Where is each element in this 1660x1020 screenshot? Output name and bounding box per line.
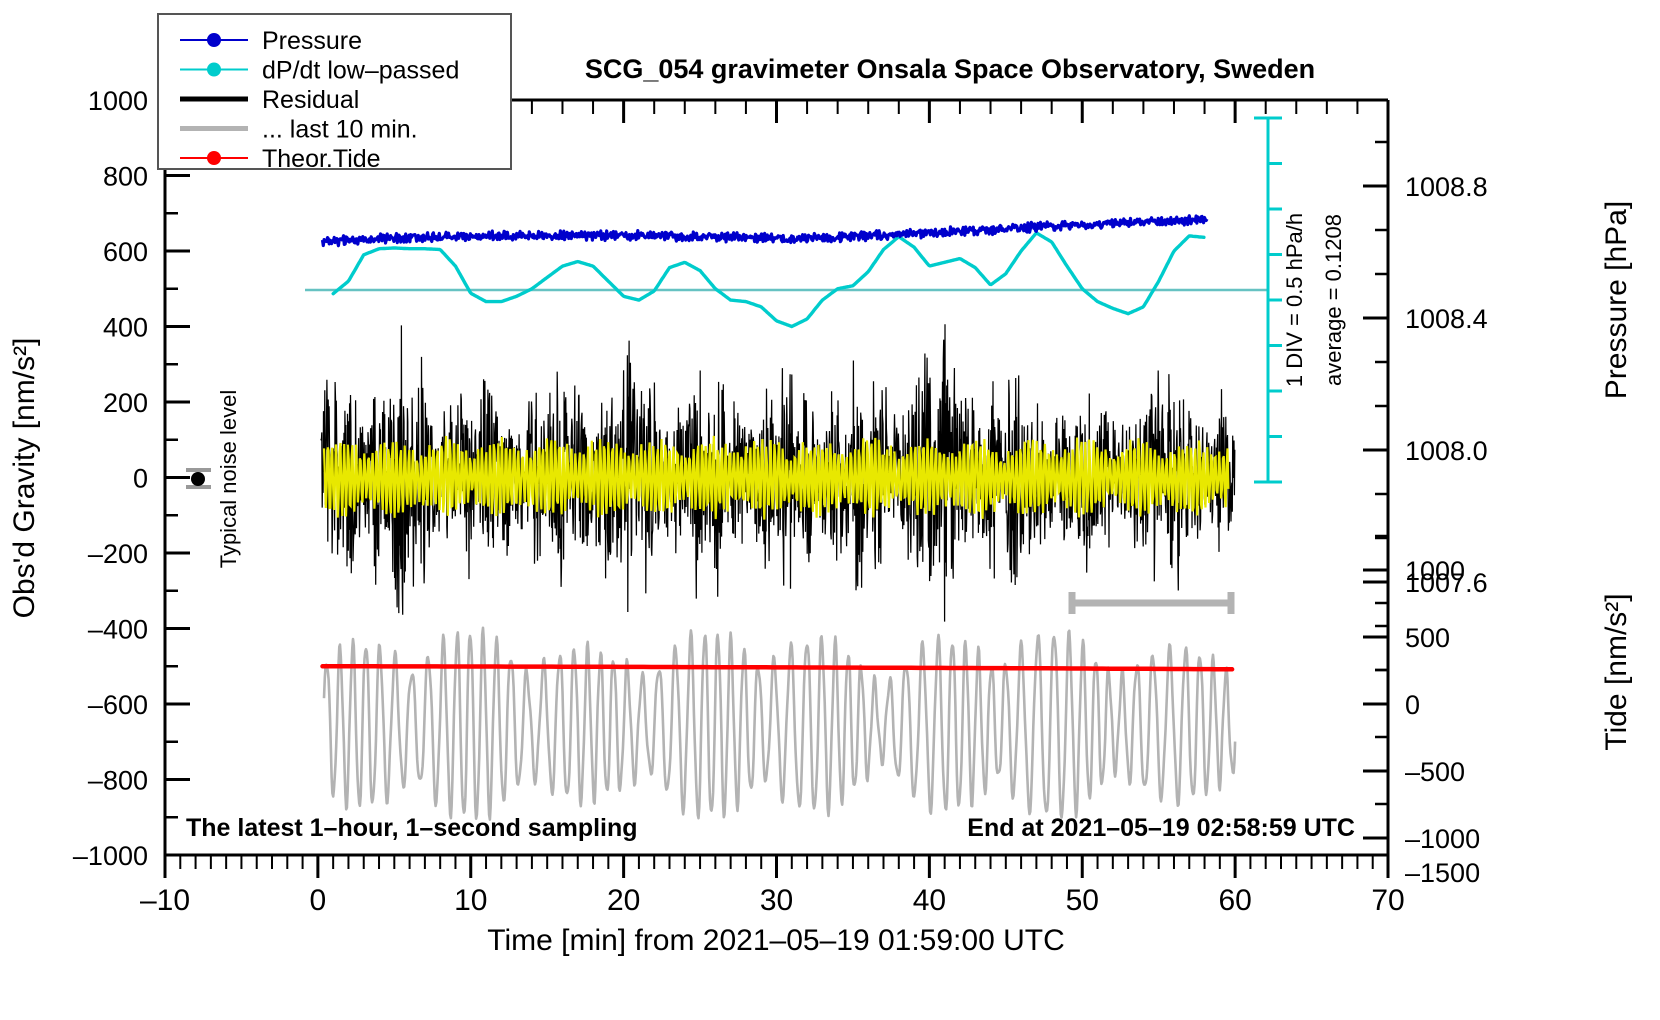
bottom-tick-label: 70	[1371, 884, 1404, 917]
typical-noise-level-marker	[186, 468, 211, 489]
left-tick-label: 1000	[88, 86, 148, 116]
bottom-axis-title: Time [min] from 2021–05–19 01:59:00 UTC	[487, 924, 1065, 957]
legend-swatch-dot	[207, 62, 221, 77]
noise-level-dot	[191, 472, 205, 486]
right-tide-tick-label: –1000	[1405, 824, 1480, 854]
bottom-tick-label: 40	[913, 884, 946, 917]
left-tick-label: 200	[103, 388, 148, 418]
legend-item-label-2: Residual	[262, 86, 359, 114]
right-pressure-axis-title: Pressure [hPa]	[1600, 201, 1633, 399]
last-10-min-marker-bar	[1068, 592, 1235, 614]
series-residual-smoothed	[322, 435, 1230, 520]
left-tick-label: 800	[103, 162, 148, 192]
bottom-axis-ticks: –10 0 10 20 30 40 50 60 70	[140, 100, 1405, 917]
left-tick-label: –400	[88, 615, 148, 645]
bottom-tick-label: 30	[760, 884, 793, 917]
bottom-tick-label: 20	[607, 884, 640, 917]
left-tick-label: –600	[88, 690, 148, 720]
series-theoretical-tide	[320, 664, 1235, 672]
left-axis-title-main: Obs'd Gravity [nm/s²]	[8, 338, 41, 619]
left-axis-ticks: 1000 800 600 400 200 0 –200 –400 –600 –800 –1000	[73, 86, 190, 871]
footer-left-text: The latest 1–hour, 1–second sampling	[186, 814, 638, 842]
footer-right-text: End at 2021–05–19 02:58:59 UTC	[967, 814, 1355, 842]
series-pressure	[320, 214, 1209, 248]
right-pressure-tick-label: 1008.4	[1405, 304, 1488, 334]
scale-bar-divisions	[1268, 116, 1282, 484]
right-pressure-tick-label: 1007.6	[1405, 568, 1488, 598]
right-tide-tick-label: 1000	[1405, 556, 1465, 586]
legend-item-label-1: dP/dt low–passed	[262, 57, 459, 85]
scale-bar-average-label: average = 0.1208	[1321, 214, 1346, 386]
left-axis-title: Obs'd Gravity [nm/s²]	[8, 338, 41, 619]
typical-noise-level-label: Typical noise level	[216, 390, 241, 569]
left-tick-label: –200	[88, 539, 148, 569]
right-tide-axis-title: Tide [nm/s²]	[1600, 593, 1633, 750]
legend-swatch-dot	[207, 151, 221, 165]
legend-item-label-3: ... last 10 min.	[262, 116, 418, 144]
series-last-10-min	[322, 626, 1237, 821]
series-dpdt-lowpassed	[331, 231, 1206, 329]
bottom-tick-label: 0	[310, 884, 327, 917]
legend-item-label-4: Theor.Tide	[262, 145, 381, 173]
bottom-tick-label: 10	[454, 884, 487, 917]
legend-item-label-0: Pressure	[262, 27, 362, 55]
legend-swatch-dot	[207, 33, 221, 47]
left-tick-label: 400	[103, 313, 148, 343]
bottom-tick-label: 60	[1218, 884, 1251, 917]
right-tide-tick-label: –1500	[1405, 858, 1480, 888]
right-tide-axis-title-main: Tide [nm/s²]	[1600, 593, 1633, 750]
bottom-tick-label: –10	[140, 884, 190, 917]
left-tick-label: 600	[103, 237, 148, 267]
right-pressure-tick-label: 1008.8	[1405, 172, 1488, 202]
dpdt-scale-bar	[1254, 116, 1282, 484]
right-tide-tick-label: 500	[1405, 623, 1450, 653]
left-tick-label: 0	[133, 464, 148, 494]
right-tide-tick-label: –500	[1405, 757, 1465, 787]
page-title: SCG_054 gravimeter Onsala Space Observat…	[585, 54, 1315, 84]
bottom-tick-label: 50	[1066, 884, 1099, 917]
right-pressure-tick-label: 1008.0	[1405, 436, 1488, 466]
scale-bar-div-label: 1 DIV = 0.5 hPa/h	[1282, 213, 1307, 387]
left-tick-label: –800	[88, 766, 148, 796]
left-tick-label: –1000	[73, 841, 148, 871]
right-tide-tick-label: 0	[1405, 690, 1420, 720]
